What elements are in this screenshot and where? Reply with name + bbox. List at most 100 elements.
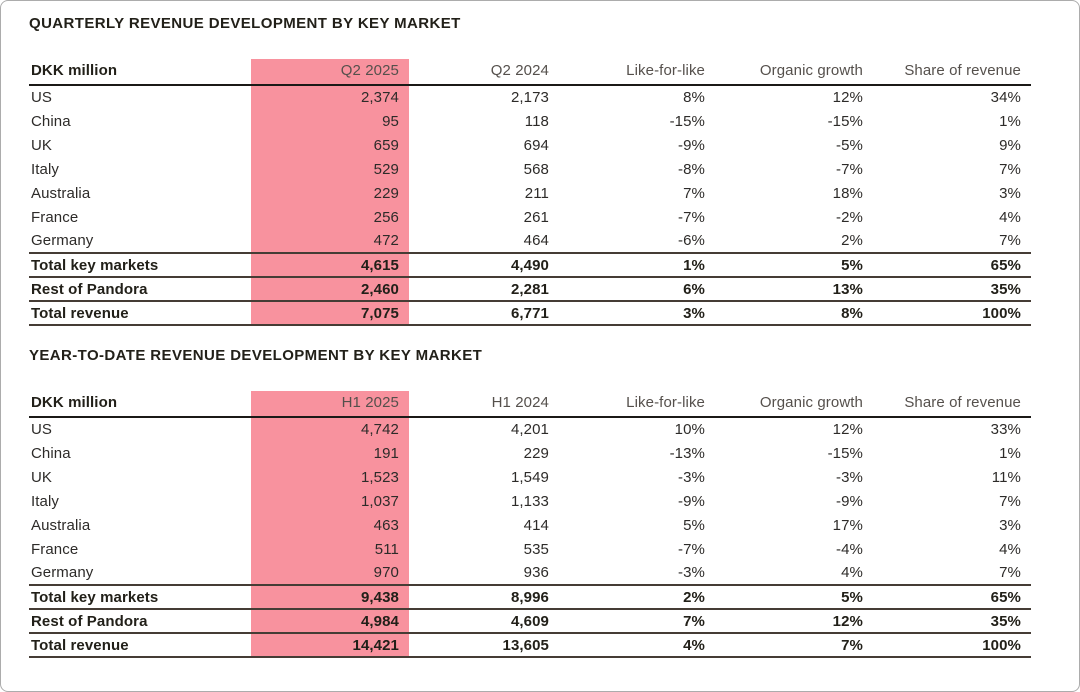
cell-value: 5% bbox=[683, 516, 705, 534]
cell-value: 4% bbox=[559, 632, 715, 658]
column-header-share-of-revenue: Share of revenue bbox=[873, 59, 1031, 86]
cell-value: 17% bbox=[832, 516, 863, 534]
column-header-organic-growth: Organic growth bbox=[715, 59, 873, 86]
cell-value: 34% bbox=[990, 89, 1021, 106]
cell-value: 7% bbox=[999, 564, 1021, 581]
year-to-date-revenue-table: DKK million H1 2025 H1 2024 Like-for-lik… bbox=[29, 391, 1031, 658]
table-row: Italy 1,037 1,133 -9% -9% 7% bbox=[29, 489, 1031, 513]
cell-value: 529 bbox=[251, 157, 409, 181]
cell-value: 970 bbox=[251, 561, 409, 585]
cell-value: 7% bbox=[559, 608, 715, 634]
cell-value: -2% bbox=[836, 208, 863, 226]
cell-value: 4% bbox=[999, 208, 1021, 226]
cell-value: 95 bbox=[251, 109, 409, 133]
column-header-prior-period: H1 2024 bbox=[409, 391, 559, 418]
column-header-share-of-revenue: Share of revenue bbox=[873, 391, 1031, 418]
cell-value: -9% bbox=[836, 492, 863, 510]
cell-value: 568 bbox=[523, 160, 549, 178]
table-body: US 4,742 4,201 10% 12% 33% China 191 229 -13% -15%… bbox=[29, 417, 1031, 658]
cell-value: 35% bbox=[873, 276, 1031, 302]
cell-value: 229 bbox=[523, 444, 549, 462]
table-row: China 95 118 -15% -15% 1% bbox=[29, 109, 1031, 133]
cell-value: 2% bbox=[841, 232, 863, 249]
cell-value: -9% bbox=[678, 492, 705, 510]
cell-value: 2% bbox=[559, 584, 715, 610]
row-label: Germany bbox=[31, 564, 94, 581]
column-header-current-period-highlighted: Q2 2025 bbox=[251, 59, 409, 86]
row-label: Total revenue bbox=[29, 632, 251, 658]
cell-value: 7% bbox=[999, 232, 1021, 249]
cell-value: 1% bbox=[559, 252, 715, 278]
cell-value: 13% bbox=[715, 276, 873, 302]
cell-value: 12% bbox=[832, 421, 863, 438]
row-label: China bbox=[31, 112, 71, 130]
table-row: Rest of Pandora 2,460 2,281 6% 13% 35% bbox=[29, 276, 1031, 302]
cell-value: -7% bbox=[678, 208, 705, 226]
row-label: China bbox=[31, 444, 71, 462]
cell-value: 14,421 bbox=[251, 632, 409, 658]
table-header: DKK million Q2 2025 Q2 2024 Like-for-lik… bbox=[29, 59, 1031, 86]
row-label: Total revenue bbox=[29, 300, 251, 326]
header-row: DKK million Q2 2025 Q2 2024 Like-for-lik… bbox=[29, 59, 1031, 86]
cell-value: 65% bbox=[873, 252, 1031, 278]
table-row: UK 1,523 1,549 -3% -3% 11% bbox=[29, 465, 1031, 489]
cell-value: -15% bbox=[827, 444, 863, 462]
cell-value: 414 bbox=[523, 516, 549, 534]
table-row: Australia 229 211 7% 18% 3% bbox=[29, 181, 1031, 205]
cell-value: 261 bbox=[523, 208, 549, 226]
column-header-prior-period: Q2 2024 bbox=[409, 59, 559, 86]
cell-value: 10% bbox=[674, 421, 705, 438]
cell-value: 35% bbox=[873, 608, 1031, 634]
cell-value: 4,615 bbox=[251, 252, 409, 278]
cell-value: 256 bbox=[251, 205, 409, 229]
row-label: US bbox=[31, 421, 53, 438]
quarterly-revenue-table: DKK million Q2 2025 Q2 2024 Like-for-lik… bbox=[29, 59, 1031, 326]
cell-value: 7% bbox=[999, 160, 1021, 178]
cell-value: 100% bbox=[873, 300, 1031, 326]
cell-value: 4,201 bbox=[510, 421, 549, 438]
table-row: Total revenue 7,075 6,771 3% 8% 100% bbox=[29, 300, 1031, 326]
cell-value: 1,549 bbox=[510, 468, 549, 486]
row-label: Total key markets bbox=[29, 584, 251, 610]
cell-value: 2,281 bbox=[409, 276, 559, 302]
row-label: Total key markets bbox=[29, 252, 251, 278]
row-label: Rest of Pandora bbox=[29, 608, 251, 634]
cell-value: -3% bbox=[678, 468, 705, 486]
row-label: US bbox=[31, 89, 53, 106]
cell-value: 100% bbox=[873, 632, 1031, 658]
table-row: Germany 472 464 -6% 2% 7% bbox=[29, 229, 1031, 253]
table-row: Australia 463 414 5% 17% 3% bbox=[29, 513, 1031, 537]
header-row: DKK million H1 2025 H1 2024 Like-for-lik… bbox=[29, 391, 1031, 418]
cell-value: 211 bbox=[524, 184, 549, 202]
cell-value: 13,605 bbox=[409, 632, 559, 658]
cell-value: 9% bbox=[999, 136, 1021, 154]
table-row: China 191 229 -13% -15% 1% bbox=[29, 441, 1031, 465]
column-header-unit: DKK million bbox=[29, 391, 251, 418]
cell-value: 5% bbox=[715, 252, 873, 278]
table-row: Italy 529 568 -8% -7% 7% bbox=[29, 157, 1031, 181]
table-header: DKK million H1 2025 H1 2024 Like-for-lik… bbox=[29, 391, 1031, 418]
table-row: France 511 535 -7% -4% 4% bbox=[29, 537, 1031, 561]
cell-value: 2,460 bbox=[251, 276, 409, 302]
cell-value: 464 bbox=[523, 232, 549, 249]
cell-value: 2,374 bbox=[251, 85, 409, 109]
cell-value: 191 bbox=[251, 441, 409, 465]
cell-value: 936 bbox=[523, 564, 549, 581]
cell-value: -3% bbox=[678, 564, 705, 581]
cell-value: 4,984 bbox=[251, 608, 409, 634]
cell-value: -9% bbox=[678, 136, 705, 154]
table-row: US 2,374 2,173 8% 12% 34% bbox=[29, 85, 1031, 109]
cell-value: 12% bbox=[715, 608, 873, 634]
cell-value: 1% bbox=[999, 444, 1021, 462]
column-header-like-for-like: Like-for-like bbox=[559, 391, 715, 418]
cell-value: -13% bbox=[669, 444, 705, 462]
cell-value: -8% bbox=[678, 160, 705, 178]
cell-value: 7% bbox=[999, 492, 1021, 510]
cell-value: 1,523 bbox=[251, 465, 409, 489]
cell-value: 472 bbox=[251, 229, 409, 253]
cell-value: 8% bbox=[715, 300, 873, 326]
table-row: UK 659 694 -9% -5% 9% bbox=[29, 133, 1031, 157]
cell-value: 65% bbox=[873, 584, 1031, 610]
cell-value: 118 bbox=[524, 112, 549, 130]
